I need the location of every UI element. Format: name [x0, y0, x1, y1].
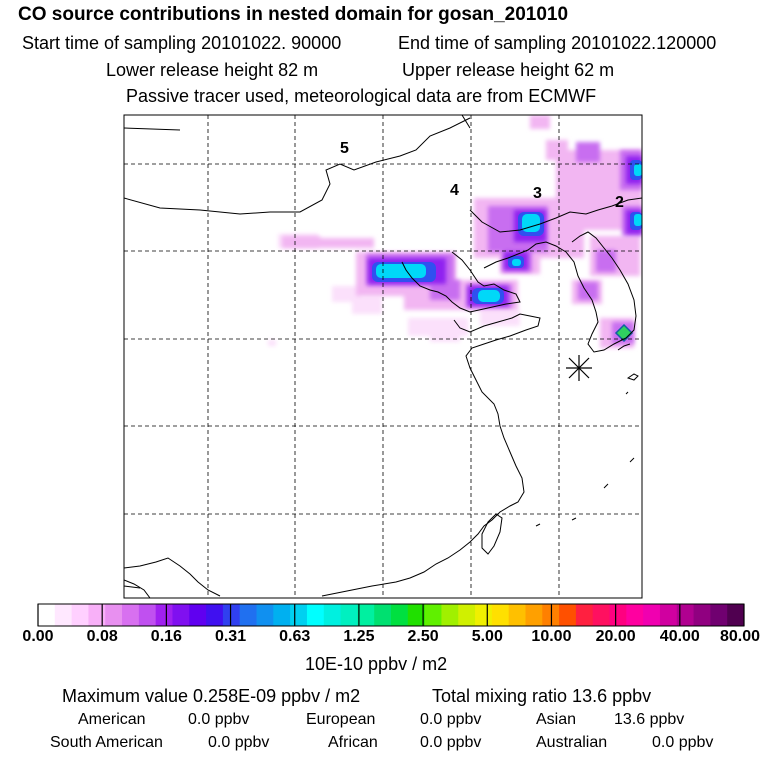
- color-scale-cell: [189, 604, 207, 626]
- color-scale-cell: [424, 604, 442, 626]
- color-scale-tick-label: 10.00: [531, 628, 572, 645]
- color-scale-tick-label: 2.50: [407, 628, 439, 645]
- asian-label: Asian: [536, 711, 577, 728]
- tracer-note: Passive tracer used, meteorological data…: [126, 86, 597, 106]
- region-label-4: 4: [450, 182, 459, 199]
- european-value: 0.0 ppbv: [420, 711, 482, 728]
- color-scale-bar: [37, 603, 745, 627]
- color-scale-cell: [206, 604, 224, 626]
- color-scale-cell: [458, 604, 476, 626]
- color-scale-cell: [659, 604, 678, 626]
- south-american-label: South American: [50, 734, 163, 751]
- color-scale-tick-label: 20.00: [595, 628, 636, 645]
- color-scale-cell: [357, 604, 375, 626]
- color-scale-cell: [508, 604, 526, 626]
- african-value: 0.0 ppbv: [420, 734, 482, 751]
- start-time-label: Start time of sampling 20101022. 90000: [22, 33, 342, 53]
- color-scale-tick-label: 0.63: [279, 628, 311, 645]
- maximum-value: Maximum value 0.258E-09 ppbv / m2: [62, 686, 361, 706]
- color-scale-tick-label: 40.00: [659, 628, 700, 645]
- region-label-3: 3: [533, 185, 542, 202]
- australian-value: 0.0 ppbv: [652, 734, 714, 751]
- color-scale-cell: [575, 604, 594, 626]
- color-scale-cell: [38, 604, 56, 626]
- color-scale-cell: [105, 604, 123, 626]
- color-scale-cell: [239, 604, 258, 626]
- color-scale-cell: [676, 604, 695, 626]
- color-scale-cell: [88, 604, 106, 626]
- european-label: European: [306, 711, 376, 728]
- color-scale-cell: [155, 604, 173, 626]
- asterisk-marker-icon: [566, 355, 592, 381]
- color-scale-cell: [643, 604, 661, 626]
- color-scale-cell: [727, 604, 745, 626]
- color-scale-cell: [71, 604, 89, 626]
- color-scale-cell: [491, 604, 510, 626]
- end-time-label: End time of sampling 20101022.120000: [398, 33, 717, 53]
- color-scale-tick-label: 0.16: [150, 628, 182, 645]
- units-label: 10E-10 ppbv / m2: [305, 654, 448, 674]
- concentration-field: [268, 115, 642, 348]
- color-scale-tick-label: 80.00: [719, 628, 761, 645]
- color-scale-cell: [374, 604, 392, 626]
- color-scale-cell: [54, 604, 73, 626]
- color-scale-cell: [475, 604, 493, 626]
- american-value: 0.0 ppbv: [188, 711, 250, 728]
- color-scale-cell: [626, 604, 644, 626]
- color-scale-tick-label: 0.00: [22, 628, 54, 645]
- color-scale-cell: [592, 604, 611, 626]
- color-scale-cell: [559, 604, 577, 626]
- color-scale-cell: [122, 604, 140, 626]
- region-label-2: 2: [615, 194, 624, 211]
- color-scale-cell: [391, 604, 409, 626]
- color-scale-cell: [290, 604, 308, 626]
- color-scale-cell: [609, 604, 627, 626]
- asian-value: 13.6 ppbv: [614, 711, 685, 728]
- color-scale-tick-label: 0.31: [214, 628, 247, 645]
- color-scale-cell: [710, 604, 728, 626]
- total-mixing-ratio: Total mixing ratio 13.6 ppbv: [432, 686, 652, 706]
- color-scale-cell: [340, 604, 358, 626]
- color-scale-cell: [172, 604, 190, 626]
- lat-lon-grid: [124, 115, 642, 598]
- color-scale-cell: [222, 604, 241, 626]
- color-scale-cell: [407, 604, 426, 626]
- color-scale-cell: [441, 604, 459, 626]
- color-scale-tick-label: 0.08: [86, 628, 118, 645]
- chart-title: CO source contributions in nested domain…: [18, 4, 569, 25]
- color-scale-cell: [256, 604, 274, 626]
- color-scale-cell: [306, 604, 325, 626]
- color-scale-tick-label: 5.00: [471, 628, 503, 645]
- color-scale-cell: [138, 604, 157, 626]
- australian-label: Australian: [536, 734, 608, 751]
- african-label: African: [328, 734, 378, 751]
- color-scale-cell: [273, 604, 291, 626]
- coastlines: [124, 115, 642, 598]
- lower-release-label: Lower release height 82 m: [106, 60, 319, 80]
- color-scale-cell: [525, 604, 543, 626]
- region-label-5: 5: [340, 140, 349, 157]
- upper-release-label: Upper release height 62 m: [402, 60, 615, 80]
- map-frame: [123, 114, 643, 599]
- color-scale-cell: [693, 604, 711, 626]
- american-label: American: [78, 711, 146, 728]
- color-scale-cell: [323, 604, 342, 626]
- color-scale-tick-label: 1.25: [343, 628, 375, 645]
- south-american-value: 0.0 ppbv: [208, 734, 270, 751]
